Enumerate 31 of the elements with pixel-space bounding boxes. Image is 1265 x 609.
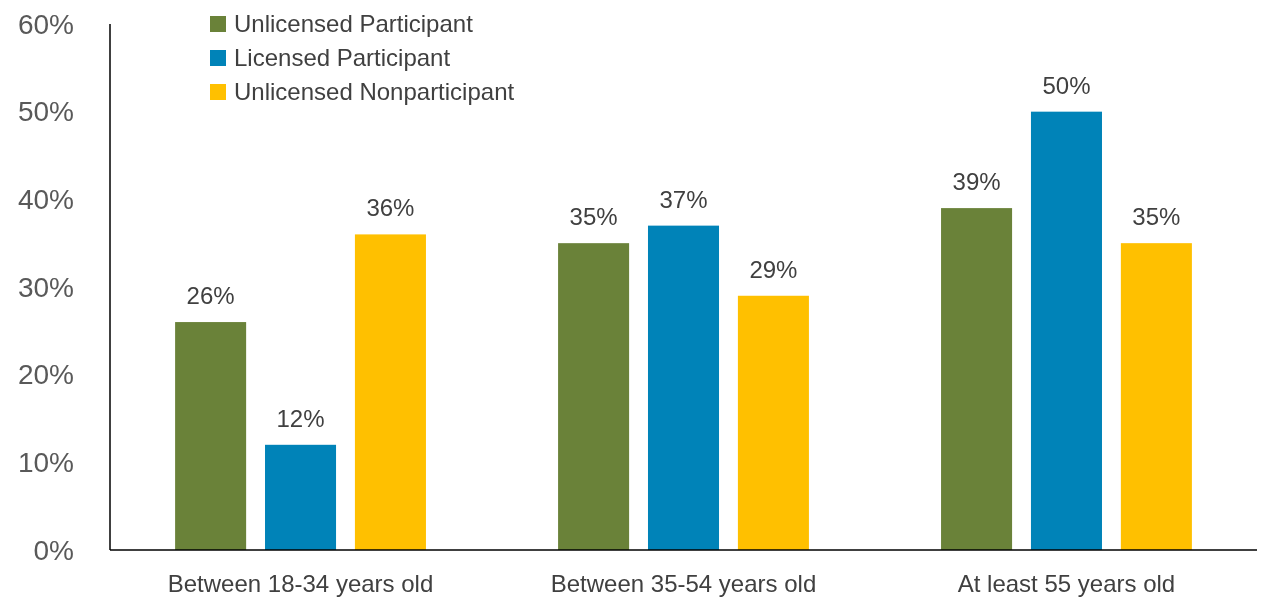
text: 39% — [952, 168, 1001, 196]
bar — [1030, 111, 1102, 550]
bar — [941, 208, 1013, 550]
bar — [1120, 243, 1192, 550]
legend-label: Licensed Participant — [234, 44, 451, 72]
text: 37% — [659, 185, 708, 213]
y-tick-label: 30% — [17, 271, 74, 303]
y-tick-label: 10% — [17, 447, 74, 479]
text: 36% — [366, 194, 415, 222]
bar — [175, 322, 247, 550]
bar — [737, 295, 809, 550]
text: 29% — [749, 255, 798, 283]
bar — [354, 234, 426, 550]
text: 12% — [276, 404, 325, 432]
x-tick-label: Between 35-54 years old — [550, 570, 817, 597]
x-tick-label: At least 55 years old — [957, 570, 1176, 597]
x-tick-label: Between 18-34 years old — [167, 570, 434, 597]
y-tick-label: 0% — [33, 534, 74, 566]
legend-label: Unlicensed Participant — [234, 10, 474, 38]
y-tick-label: 60% — [17, 8, 74, 40]
bar — [558, 243, 630, 550]
y-tick-label: 50% — [17, 96, 74, 128]
bar — [647, 225, 720, 550]
text: 35% — [569, 203, 618, 231]
y-tick-label: 20% — [17, 359, 74, 391]
legend-label: Unlicensed Nonparticipant — [234, 78, 515, 106]
text: 50% — [1042, 71, 1091, 99]
bar — [265, 444, 337, 550]
text: 26% — [186, 282, 235, 310]
text: 35% — [1132, 203, 1181, 231]
y-tick-label: 40% — [17, 184, 74, 216]
